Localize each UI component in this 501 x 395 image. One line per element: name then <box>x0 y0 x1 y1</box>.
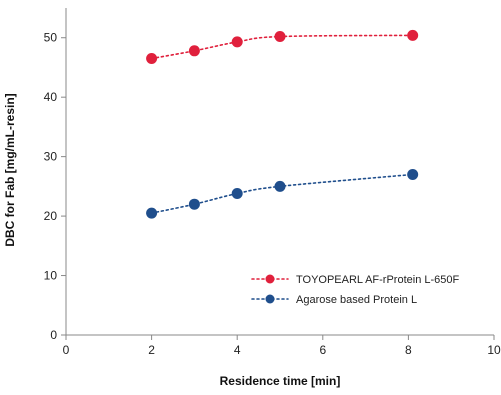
x-tick-label: 4 <box>234 343 241 357</box>
data-point <box>146 207 158 219</box>
y-axis-title: DBC for Fab [mg/mL-resin] <box>3 93 17 246</box>
data-point <box>274 180 286 192</box>
x-tick-label: 0 <box>63 343 70 357</box>
y-tick-label: 0 <box>50 328 57 342</box>
series-2 <box>146 168 419 219</box>
axis-ticks: 0 10 20 30 40 50 0 2 4 6 8 10 <box>44 31 501 357</box>
y-tick-label: 40 <box>44 90 58 104</box>
x-tick-label: 8 <box>405 343 412 357</box>
x-tick-label: 6 <box>319 343 326 357</box>
data-point <box>146 53 158 65</box>
y-tick-label: 20 <box>44 209 58 223</box>
y-tick-label: 50 <box>44 31 58 45</box>
data-point <box>188 45 200 57</box>
x-tick-label: 10 <box>487 343 501 357</box>
data-point <box>188 198 200 210</box>
legend-label: Agarose based Protein L <box>296 294 417 306</box>
legend-entry: Agarose based Protein L <box>251 294 417 306</box>
legend-label: TOYOPEARL AF-rProtein L-650F <box>296 274 460 286</box>
legend-marker <box>265 274 275 284</box>
axes <box>65 8 494 336</box>
x-tick-label: 2 <box>148 343 155 357</box>
legend-entry: TOYOPEARL AF-rProtein L-650F <box>251 274 460 286</box>
data-series <box>146 29 419 219</box>
data-point <box>231 36 243 48</box>
legend: TOYOPEARL AF-rProtein L-650F Agarose base… <box>251 274 460 306</box>
y-tick-label: 10 <box>44 269 58 283</box>
data-point <box>407 29 419 41</box>
series-1 <box>146 29 419 65</box>
data-point <box>231 187 243 199</box>
x-axis-title: Residence time [min] <box>220 374 341 388</box>
data-point <box>407 168 419 180</box>
data-point <box>274 31 286 43</box>
y-tick-label: 30 <box>44 150 58 164</box>
legend-marker <box>265 294 275 304</box>
